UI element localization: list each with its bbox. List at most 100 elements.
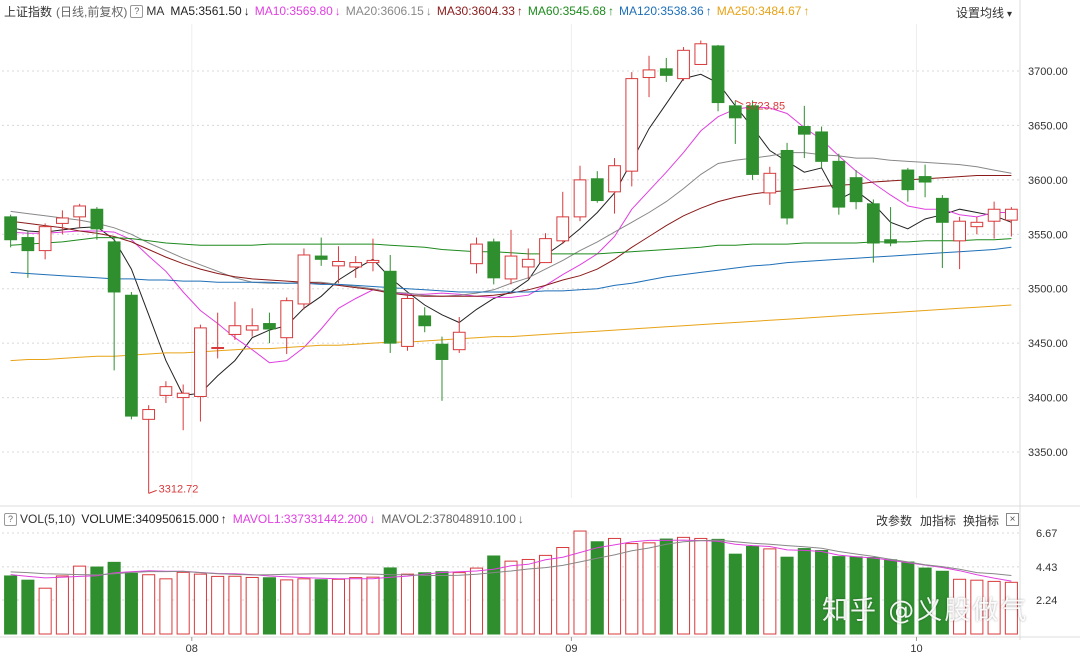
candle-body	[694, 43, 708, 65]
candle-body	[142, 409, 156, 420]
price-tick-label: 3600.00	[1028, 175, 1068, 187]
settings-ma-button[interactable]: 设置均线 ▾	[956, 6, 1013, 20]
candle-body	[280, 300, 294, 339]
volume-bar	[245, 576, 259, 635]
candle-body	[366, 259, 380, 264]
volume-bar	[642, 542, 656, 635]
candle-body	[953, 220, 966, 242]
volume-bar	[935, 570, 949, 635]
price-tick-label: 3450.00	[1028, 338, 1068, 350]
arrow-up-icon: ↑	[516, 4, 523, 18]
help-icon[interactable]: ?	[130, 4, 144, 18]
candle-body	[21, 237, 35, 252]
add-indicator-button[interactable]: 加指标	[920, 514, 957, 528]
volume-bar	[418, 572, 432, 635]
ma-legend-item: MA60:3545.68 ↑	[527, 4, 614, 18]
volume-bar	[573, 530, 587, 635]
candle-body	[884, 239, 897, 244]
candle-body	[866, 203, 880, 244]
candle-body	[539, 238, 552, 264]
candle-body	[521, 258, 535, 268]
candle-body	[470, 243, 483, 265]
volume-legend-bar: ? VOL(5,10) VOLUME:340950615.000 ↑ MAVOL…	[0, 510, 524, 528]
candle-body	[728, 105, 742, 119]
volume-bar	[746, 545, 760, 635]
volume-bar	[142, 574, 156, 635]
volume-bar	[262, 577, 276, 635]
candle-body	[711, 45, 725, 104]
volume-bar	[349, 577, 363, 635]
arrow-up-icon: ↑	[705, 4, 712, 18]
month-label: 10	[910, 643, 922, 655]
volume-bar	[228, 575, 242, 635]
mavol2-line	[10, 539, 1012, 576]
help-icon[interactable]: ?	[4, 512, 17, 526]
volume-bar	[711, 538, 725, 635]
volume-bar	[331, 578, 345, 635]
candle-body	[4, 216, 17, 241]
volume-bar	[607, 537, 622, 635]
candle-body	[418, 315, 432, 327]
ma-legend-item: MA10:3569.80 ↓	[254, 4, 341, 18]
candle-body	[763, 172, 777, 194]
candle-body	[815, 131, 828, 162]
candle-body	[918, 176, 932, 183]
candle-body	[487, 241, 501, 279]
volume-bar	[176, 571, 190, 635]
candle-body	[228, 325, 242, 335]
candle-body	[38, 226, 52, 252]
change-params-button[interactable]: 改参数	[876, 514, 913, 528]
ma-line-ma120	[10, 246, 1012, 293]
candle-body	[90, 208, 104, 230]
close-icon[interactable]: ×	[1006, 513, 1019, 526]
candle-body	[677, 49, 690, 80]
candle-body	[401, 298, 414, 347]
candle-body	[970, 221, 984, 228]
volume-bar	[4, 575, 18, 635]
candle-body	[590, 178, 604, 202]
volume-bar	[866, 557, 880, 635]
ma-legend-item: MA250:3484.67 ↑	[716, 4, 810, 18]
volume-value: VOLUME:340950615.000	[81, 512, 219, 526]
candle-body	[176, 392, 190, 399]
candle-body	[314, 255, 328, 260]
candle-body	[780, 149, 794, 219]
month-label: 08	[186, 643, 198, 655]
volume-bar	[694, 537, 708, 635]
arrow-down-icon: ↓	[243, 4, 250, 18]
candle-body	[211, 346, 225, 349]
watermark-text: 知乎 @义股做气	[822, 596, 1029, 626]
candle-body	[159, 386, 173, 396]
candle-body	[349, 262, 363, 268]
ma-legend-item: MA5:3561.50 ↓	[170, 4, 250, 18]
volume-bar	[124, 572, 138, 635]
volume-bar	[400, 573, 415, 635]
candle-body	[832, 160, 846, 208]
volume-bar	[159, 578, 173, 635]
chart-mode: (日线,前复权)	[56, 4, 128, 19]
volume-bar	[297, 578, 311, 635]
volume-bar	[193, 573, 207, 635]
price-tick-label: 3700.00	[1028, 66, 1068, 78]
volume-bar	[55, 575, 69, 635]
candle-body	[56, 217, 69, 224]
volume-bar	[487, 555, 501, 635]
switch-indicator-button[interactable]: 换指标	[963, 514, 1000, 528]
volume-bar	[728, 553, 742, 635]
volume-bar	[280, 579, 294, 635]
volume-bar	[21, 579, 35, 635]
volume-bar	[73, 565, 87, 635]
volume-bar	[556, 547, 570, 635]
candle-body	[935, 197, 949, 223]
volume-bar	[504, 560, 518, 635]
ma-legend-bar: 上证指数 (日线,前复权) ? MA MA5:3561.50 ↓ MA10:3569…	[0, 2, 814, 20]
volume-bar	[780, 556, 794, 635]
volume-bar	[38, 587, 52, 635]
volume-bar	[452, 572, 466, 635]
candle-body	[332, 261, 345, 267]
volume-bar	[625, 543, 639, 635]
ma-label: MA	[146, 4, 165, 18]
candle-body	[435, 343, 449, 360]
volume-bar	[677, 536, 691, 635]
volume-bar	[659, 538, 673, 635]
